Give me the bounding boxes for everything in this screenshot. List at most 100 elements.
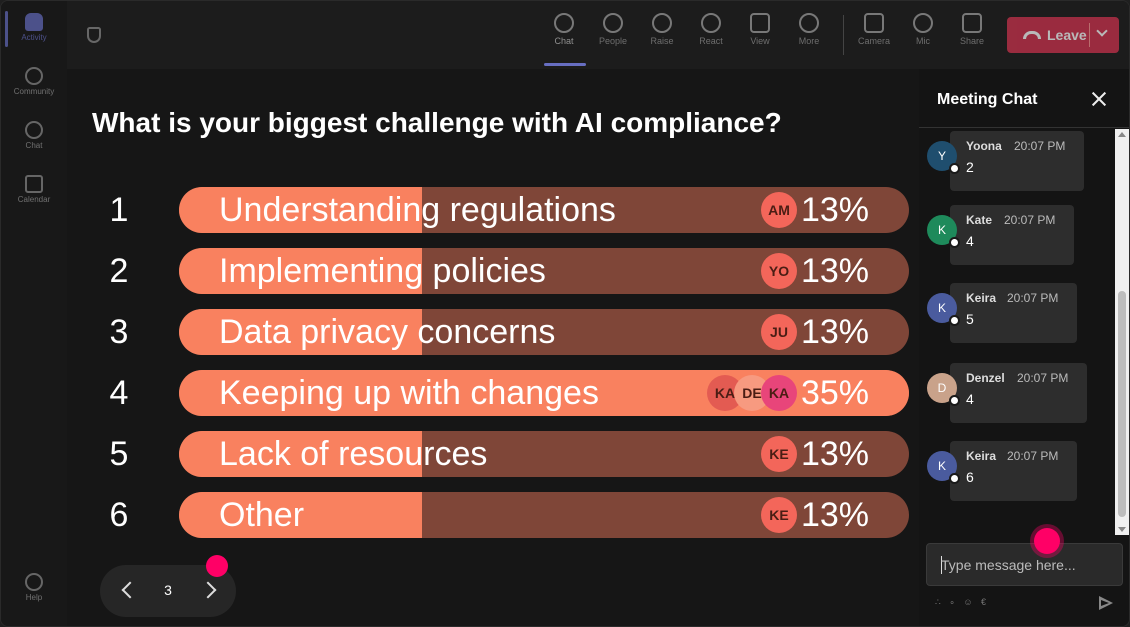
voter-avatar: KA <box>761 375 797 411</box>
option-label: Implementing policies <box>219 252 546 290</box>
calendar-icon <box>25 175 43 193</box>
option-bar-fill <box>179 248 422 294</box>
option-number: 6 <box>109 496 129 534</box>
tool-view[interactable]: View <box>739 13 781 46</box>
send-icon[interactable] <box>1099 596 1113 610</box>
tool-chat[interactable]: Chat <box>543 13 585 46</box>
voter-avatars: AM <box>761 192 797 228</box>
option-label: Other <box>219 496 305 534</box>
voter-avatars: KE <box>761 497 797 533</box>
message-time: 20:07 PM <box>1007 449 1059 463</box>
tool-camera[interactable]: Camera <box>853 13 895 46</box>
option-number: 1 <box>109 191 129 229</box>
chat-message: Denzel 20:07 PM 4 D <box>919 363 1115 427</box>
voter-avatar: AM <box>761 192 797 228</box>
shield-icon <box>87 27 101 43</box>
message-author: Yoona <box>966 139 1002 153</box>
camera-icon <box>864 13 884 33</box>
tool-label: Raise <box>650 36 674 46</box>
meeting-toolbar: Chat People Raise React View More Camera Mic Sha… <box>67 1 1129 69</box>
option-bar: Other KE 13% <box>179 492 909 538</box>
chat-message: Keira 20:07 PM 5 K <box>919 283 1115 347</box>
message-bubble: Kate 20:07 PM 4 <box>950 205 1074 265</box>
option-label: Lack of resources <box>219 435 488 473</box>
message-compose-box[interactable] <box>926 543 1123 586</box>
voter-avatar: JU <box>761 314 797 350</box>
format-toolbar[interactable]: ∴ ∘ ☺ € <box>935 597 990 607</box>
poll-option-row: 4 Keeping up with changes KA DE KA 35% <box>67 370 919 416</box>
poll-option-row: 5 Lack of resources KE 13% <box>67 431 919 477</box>
option-bar: Lack of resources KE 13% <box>179 431 909 477</box>
message-author: Keira <box>966 291 997 305</box>
option-percent: 13% <box>800 435 869 473</box>
poll-option-row: 6 Other KE 13% <box>67 492 919 538</box>
option-bar: Understanding regulations AM 13% <box>179 187 909 233</box>
left-rail: Activity Community Chat Calendar Help <box>1 1 67 626</box>
option-bar-fill <box>179 492 422 538</box>
react-icon <box>701 13 721 33</box>
message-input[interactable] <box>941 555 1111 575</box>
community-icon <box>25 67 43 85</box>
rail-item-community[interactable]: Community <box>1 67 67 96</box>
rail-item-chat[interactable]: Chat <box>1 121 67 150</box>
voter-avatars: YO <box>761 253 797 289</box>
option-number: 3 <box>109 313 129 351</box>
avatar[interactable]: K <box>927 451 957 481</box>
tool-react[interactable]: React <box>690 13 732 46</box>
message-bubble: Denzel 20:07 PM 4 <box>950 363 1087 423</box>
tool-label: Mic <box>916 36 930 46</box>
rail-active-indicator <box>5 11 8 47</box>
tool-more[interactable]: More <box>788 13 830 46</box>
voter-avatars: JU <box>761 314 797 350</box>
chat-title: Meeting Chat <box>937 91 1038 108</box>
tool-mic[interactable]: Mic <box>902 13 944 46</box>
option-percent: 13% <box>800 496 869 534</box>
voter-avatars: KA DE KA <box>707 375 797 411</box>
scroll-up-icon[interactable] <box>1118 132 1126 137</box>
chat-icon <box>554 13 574 33</box>
rail-item-help[interactable]: Help <box>1 573 67 602</box>
rail-item-calendar[interactable]: Calendar <box>1 175 67 204</box>
option-number: 2 <box>109 252 129 290</box>
tool-raise[interactable]: Raise <box>641 13 683 46</box>
chevron-down-icon[interactable] <box>1096 25 1108 37</box>
raise-hand-icon <box>652 13 672 33</box>
chevron-left-icon[interactable] <box>121 581 139 599</box>
page-number: 3 <box>164 582 172 598</box>
tool-label: View <box>750 36 770 46</box>
message-author: Keira <box>966 449 997 463</box>
chat-tab-indicator <box>544 63 586 66</box>
chat-divider <box>919 127 1129 128</box>
option-bar-fill <box>179 431 422 477</box>
option-bar: Keeping up with changes KA DE KA 35% <box>179 370 909 416</box>
message-time: 20:07 PM <box>1007 291 1059 305</box>
chat-message: Kate 20:07 PM 4 K <box>919 205 1115 269</box>
bell-icon <box>25 13 43 31</box>
close-icon[interactable] <box>1091 91 1107 107</box>
option-percent: 13% <box>800 252 869 290</box>
tool-people[interactable]: People <box>592 13 634 46</box>
option-number: 5 <box>109 435 129 473</box>
voter-avatar: YO <box>761 253 797 289</box>
chevron-right-icon[interactable] <box>199 581 217 599</box>
poll-option-row: 3 Data privacy concerns JU 13% <box>67 309 919 355</box>
chat-scrollbar[interactable] <box>1115 129 1129 535</box>
scroll-down-icon[interactable] <box>1118 527 1126 532</box>
meeting-chat-panel: Meeting Chat Yoona 20:07 PM 2 Y Kate 20:07 PM… <box>919 69 1129 626</box>
rail-item-activity[interactable]: Activity <box>1 13 67 42</box>
tool-label: More <box>798 36 820 46</box>
presence-status-icon <box>949 163 960 174</box>
option-bar-fill <box>179 309 422 355</box>
people-icon <box>603 13 623 33</box>
tool-label: Share <box>959 36 985 46</box>
cursor-indicator <box>206 555 228 577</box>
help-icon <box>25 573 43 591</box>
option-label: Keeping up with changes <box>219 374 599 412</box>
leave-button[interactable]: Leave <box>1007 17 1119 53</box>
scroll-thumb[interactable] <box>1118 291 1126 517</box>
tool-share[interactable]: Share <box>951 13 993 46</box>
option-bar-fill <box>179 187 422 233</box>
avatar[interactable]: K <box>927 293 957 323</box>
voter-avatar: KE <box>761 497 797 533</box>
